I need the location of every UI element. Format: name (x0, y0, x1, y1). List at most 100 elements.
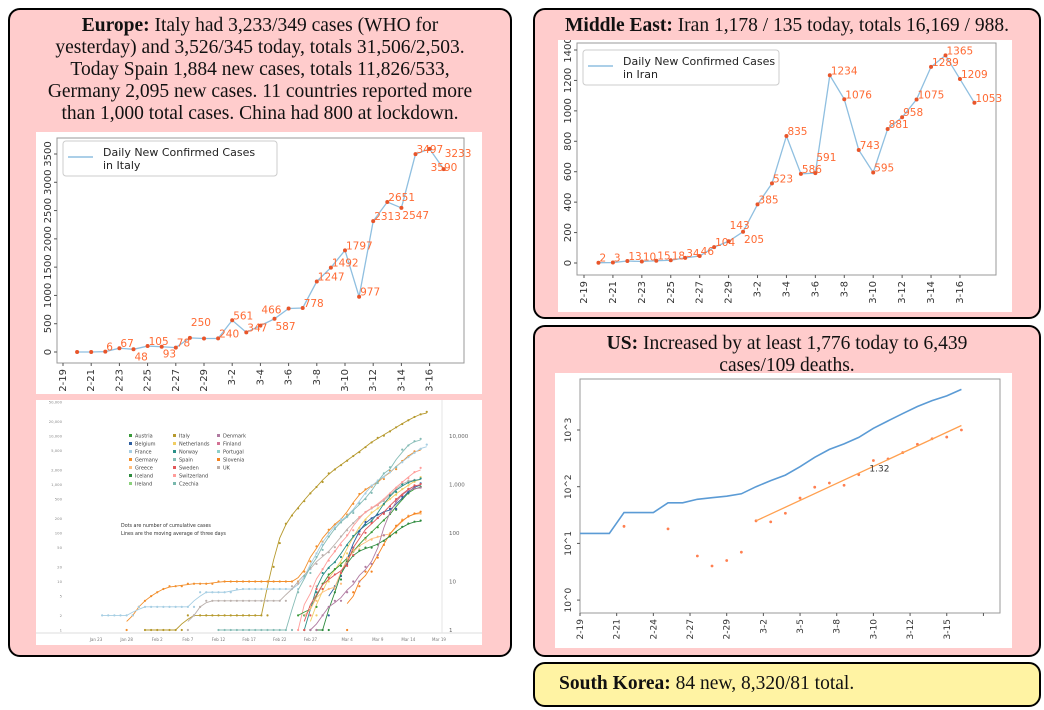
x-tick-label: Feb 12 (212, 637, 226, 642)
legend-box (582, 49, 780, 86)
cumulative-dot-belgium (407, 491, 410, 494)
cumulative-dot-italy (419, 413, 422, 416)
cumulative-dot-sweden (388, 505, 392, 508)
legend-label-ireland: Ireland (135, 482, 152, 488)
cumulative-dot-germany (278, 580, 281, 583)
cumulative-dot-france (125, 614, 128, 617)
x-tick-label: 2-29 (723, 619, 733, 640)
cumulative-dot-norway (413, 479, 416, 482)
y-tick-label: 1400 (563, 40, 574, 63)
data-point (957, 77, 962, 82)
left-y-tick-label: 2,000 (51, 467, 62, 472)
right-y-tick-label: 10,000 (449, 434, 469, 440)
data-label: 958 (903, 107, 923, 119)
cumulative-dot-uk (315, 562, 318, 566)
data-point (872, 459, 875, 462)
data-point (885, 126, 890, 131)
cumulative-dot-uk (346, 529, 349, 532)
data-point (914, 97, 919, 102)
cumulative-dot-france (150, 605, 153, 608)
cumulative-dot-france (419, 447, 422, 450)
cumulative-dot-france (327, 531, 330, 535)
data-point (441, 167, 446, 172)
right-y-tick-label: 1 (449, 628, 453, 634)
cumulative-dot-italy (309, 492, 312, 495)
cumulative-dot-sweden (352, 554, 355, 557)
data-point (272, 316, 277, 321)
data-point (842, 483, 846, 487)
data-point (314, 279, 319, 284)
cumulative-dot-greece (376, 535, 379, 538)
data-label: 240 (219, 328, 239, 340)
data-point (871, 170, 876, 175)
cumulative-dot-italy (321, 480, 324, 484)
data-label: 205 (744, 234, 764, 246)
europe-line-1: Italy had 3,233/349 cases (WHO for (149, 15, 439, 36)
data-point (230, 318, 235, 323)
data-point (726, 239, 731, 244)
y-tick-label: 0 (563, 260, 574, 266)
cumulative-dot-spain (327, 535, 330, 538)
data-label: 2313 (374, 211, 401, 223)
cumulative-dot-italy (199, 614, 202, 617)
cumulative-dot-denmark (333, 599, 336, 602)
data-label: 523 (773, 173, 793, 185)
cumulative-dot-netherlands (413, 480, 416, 483)
cumulative-dot-germany (156, 591, 159, 594)
cumulative-dot-italy (235, 614, 238, 617)
cumulative-dot-italy (260, 614, 263, 617)
left-y-tick-label: 20 (57, 564, 62, 569)
y-tick-label: 600 (563, 162, 574, 181)
x-tick-label: 3-12 (897, 281, 908, 304)
data-label: 143 (730, 220, 750, 232)
x-tick-label: 2-27 (686, 619, 696, 639)
cumulative-dot-spain (290, 628, 294, 632)
y-tick-label: 2500 (43, 198, 54, 223)
left-y-tick-label: 200 (55, 516, 63, 521)
cumulative-dot-spain (217, 628, 220, 632)
cumulative-dot-norway (327, 566, 330, 570)
cumulative-dot-norway (370, 519, 373, 523)
data-label: 48 (135, 351, 148, 363)
cumulative-dot-france (401, 461, 404, 464)
cumulative-dot-italy (254, 614, 257, 617)
data-point (960, 428, 963, 432)
data-point (413, 152, 418, 157)
legend-swatch-slovenia (217, 458, 220, 461)
cumulative-dot-italy (168, 628, 171, 632)
slope-annotation: 1.32 (869, 464, 889, 474)
data-point (798, 496, 802, 500)
x-tick-label: 3-4 (255, 369, 266, 385)
cumulative-dot-italy (425, 410, 428, 413)
cumulative-dot-spain (321, 548, 324, 551)
data-point (286, 306, 291, 311)
cumulative-dot-italy (217, 614, 220, 617)
cumulative-dot-austria (315, 605, 318, 608)
cumulative-dot-germany (168, 585, 171, 588)
x-tick-label: 3-4 (781, 281, 792, 297)
cumulative-dot-france (101, 614, 104, 617)
legend-label: Daily New Confirmed Cases (623, 55, 775, 68)
cumulative-line (580, 388, 962, 535)
moving-average-line-denmark (310, 487, 421, 631)
legend-swatch-norway (173, 450, 176, 453)
cumulative-dot-spain (272, 628, 275, 632)
cumulative-dot-spain (419, 437, 422, 440)
legend-swatch-czechia (173, 482, 176, 485)
cumulative-dot-norway (401, 483, 404, 486)
cumulative-dot-denmark (388, 511, 392, 514)
cumulative-dot-spain (370, 491, 373, 494)
cumulative-dot-austria (382, 519, 385, 522)
cumulative-dot-denmark (321, 614, 324, 617)
cumulative-dot-slovenia (376, 556, 379, 559)
x-tick-label: 2-24 (649, 619, 659, 640)
x-tick-label: 3-2 (753, 281, 764, 297)
cumulative-dot-germany (254, 580, 257, 583)
cumulative-dot-norway (315, 591, 318, 594)
cumulative-dot-spain (395, 466, 398, 469)
cumulative-dot-germany (309, 560, 312, 563)
x-tick-label: 3-6 (284, 369, 295, 385)
cumulative-dot-denmark (364, 565, 367, 568)
cumulative-dot-germany (272, 580, 275, 583)
cumulative-dot-netherlands (346, 552, 349, 555)
